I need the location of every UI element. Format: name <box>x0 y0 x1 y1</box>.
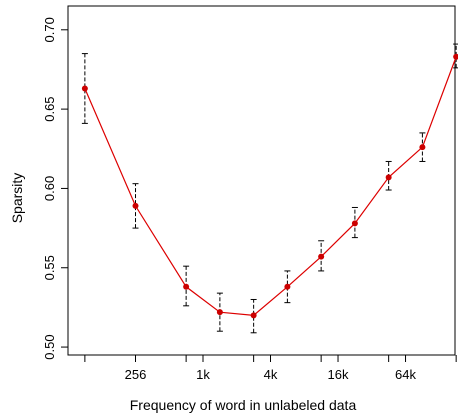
series-line <box>84 56 457 316</box>
x-axis-title: Frequency of word in unlabeled data <box>130 397 357 413</box>
y-tick-label: 0.55 <box>42 255 57 280</box>
data-point <box>419 144 426 151</box>
y-tick-label: 0.60 <box>42 176 57 201</box>
x-tick-label: 4k <box>264 367 278 382</box>
y-tick-label: 0.50 <box>42 334 57 359</box>
y-axis-title: Sparsity <box>9 173 25 224</box>
x-tick-label: 1k <box>196 367 210 382</box>
y-tick-label: 0.65 <box>42 96 57 121</box>
y-tick-label: 0.70 <box>42 17 57 42</box>
x-tick-label: 16k <box>328 367 349 382</box>
data-point <box>81 85 88 92</box>
data-point <box>250 312 257 319</box>
error-bars <box>81 43 458 334</box>
series-line-group <box>84 56 457 316</box>
y-axis: 0.50 0.55 0.60 0.65 0.70 <box>42 17 68 360</box>
plot-frame <box>67 5 456 356</box>
data-point <box>453 53 458 60</box>
data-point <box>385 174 392 181</box>
data-point <box>132 202 139 209</box>
data-point <box>318 253 325 260</box>
data-point <box>216 309 223 316</box>
data-point <box>351 220 358 227</box>
x-tick-label: 64k <box>395 367 416 382</box>
data-point <box>284 283 291 290</box>
data-points <box>81 53 458 319</box>
data-point <box>183 283 190 290</box>
plot-area <box>67 5 456 356</box>
x-axis: 256 1k 4k 16k 64k <box>84 355 457 382</box>
x-tick-label: 256 <box>125 367 147 382</box>
